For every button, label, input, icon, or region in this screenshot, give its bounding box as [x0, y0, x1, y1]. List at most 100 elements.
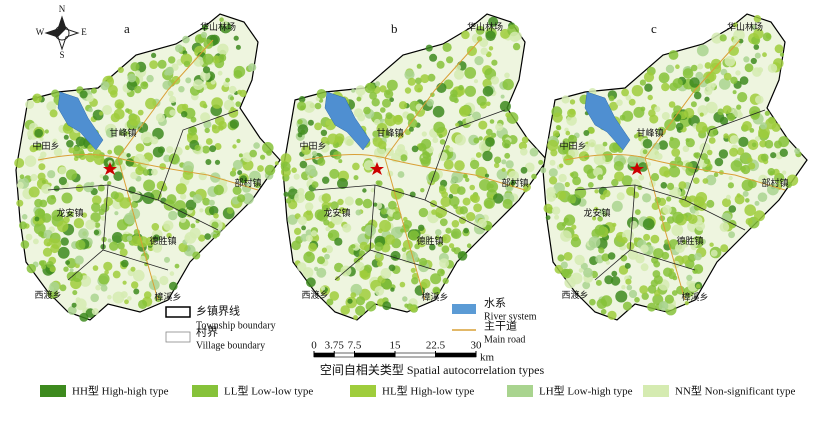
land-patch: [125, 108, 130, 113]
land-patch: [97, 184, 105, 192]
type-legend: HH型 High-high type LL型 Low-low type HL型 Hi…: [40, 384, 795, 398]
land-patch: [159, 163, 167, 170]
land-patch: [561, 95, 570, 104]
land-patch: [140, 81, 149, 90]
land-patch: [463, 227, 469, 234]
land-patch: [726, 194, 731, 200]
place-label: 甘峰镇: [109, 127, 136, 138]
land-patch: [611, 200, 623, 212]
land-patch: [685, 166, 695, 176]
land-patch: [168, 210, 178, 221]
land-patch: [727, 182, 734, 189]
land-patch: [95, 284, 101, 291]
land-patch: [429, 53, 438, 62]
land-patch: [425, 44, 433, 52]
land-patch: [680, 195, 692, 208]
land-patch: [297, 124, 309, 135]
land-patch: [430, 92, 435, 98]
land-patch: [148, 279, 160, 291]
land-patch: [72, 147, 85, 159]
place-label: 樟溪乡: [681, 291, 708, 302]
compass-fill: [46, 17, 66, 37]
land-patch: [540, 167, 547, 174]
land-patch: [441, 191, 448, 199]
star: [630, 162, 644, 175]
scale-label: 7.5: [348, 340, 362, 352]
land-patch: [370, 188, 375, 193]
land-patch: [28, 186, 40, 198]
land-patch: [92, 195, 102, 205]
land-patch: [225, 77, 231, 83]
land-patch: [719, 116, 729, 126]
land-patch: [711, 32, 723, 44]
land-patch: [372, 130, 380, 138]
land-patch: [753, 15, 762, 23]
land-patch: [647, 302, 657, 312]
land-patch: [33, 238, 39, 245]
legend-label: NN型 Non-significant type: [675, 384, 795, 398]
land-patch: [321, 247, 327, 253]
land-patch: [743, 56, 750, 63]
land-patch: [26, 263, 36, 274]
land-patch: [762, 52, 767, 58]
land-patch: [502, 198, 513, 209]
land-patch: [443, 159, 454, 170]
land-patch: [751, 142, 757, 148]
land-patch: [337, 178, 348, 189]
land-patch: [642, 218, 655, 231]
land-patch: [143, 179, 156, 192]
land-patch: [744, 63, 754, 73]
land-patch: [19, 221, 27, 230]
land-patch: [126, 235, 133, 242]
land-patch: [753, 44, 760, 50]
land-patch: [110, 191, 119, 200]
land-patch: [721, 212, 732, 223]
land-patch: [229, 170, 237, 177]
land-patch: [219, 17, 224, 23]
land-patch: [462, 197, 471, 206]
land-patch: [465, 177, 470, 182]
land-patch: [306, 277, 316, 288]
place-label: 华山林场: [727, 21, 763, 32]
land-patch: [340, 305, 350, 315]
land-patch: [607, 310, 617, 320]
land-patch: [107, 238, 112, 243]
land-patch: [611, 270, 618, 277]
land-patch: [496, 169, 508, 180]
land-patch: [647, 94, 653, 101]
land-patch: [407, 118, 418, 129]
place-label: 甘峰镇: [636, 127, 663, 138]
land-patch: [420, 278, 431, 289]
land-patch: [672, 78, 683, 89]
land-patch: [758, 126, 770, 139]
land-patch: [610, 276, 621, 286]
place-label: 华山林场: [467, 21, 503, 32]
land-patch: [317, 157, 326, 166]
land-patch: [551, 206, 561, 215]
land-patch: [199, 208, 204, 213]
place-label: 德胜镇: [676, 235, 703, 246]
land-patch: [754, 200, 760, 206]
land-patch: [510, 179, 516, 186]
place-label: 德胜镇: [416, 235, 443, 246]
land-patch: [49, 109, 58, 118]
land-patch: [212, 55, 221, 64]
land-patch: [107, 294, 112, 300]
land-patch: [642, 138, 653, 149]
land-patch: [457, 251, 468, 261]
land-patch: [365, 301, 377, 312]
land-patch: [779, 52, 785, 57]
land-patch: [24, 155, 37, 167]
land-patch: [689, 239, 698, 248]
land-patch: [574, 254, 585, 266]
land-patch: [180, 193, 187, 200]
land-patch: [117, 242, 125, 250]
land-patch: [479, 179, 491, 191]
land-patch: [201, 24, 208, 31]
land-patch: [179, 216, 187, 223]
land-patch: [146, 74, 154, 83]
land-patch: [621, 175, 633, 187]
land-patch: [583, 130, 590, 136]
lake: [57, 91, 104, 151]
